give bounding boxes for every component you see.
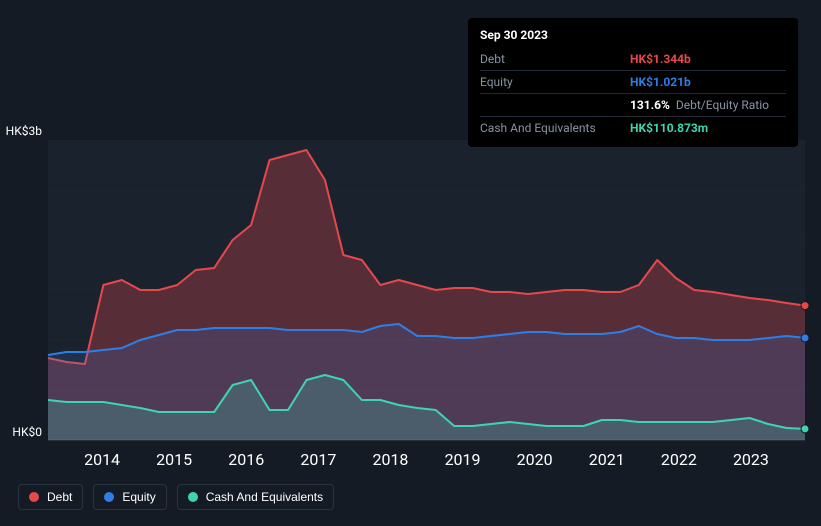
tooltip-row: EquityHK$1.021b — [480, 71, 786, 94]
tooltip-row-value: 131.6% — [630, 96, 670, 114]
legend-label: Debt — [47, 490, 72, 504]
x-axis-tick-label: 2017 — [300, 450, 336, 469]
tooltip-row-value: HK$1.344b — [630, 50, 691, 68]
legend-label: Equity — [122, 490, 155, 504]
legend-swatch — [104, 492, 114, 502]
tooltip-row-label — [480, 96, 630, 114]
tooltip-date: Sep 30 2023 — [480, 26, 786, 44]
x-axis-tick-label: 2018 — [372, 450, 408, 469]
tooltip-row-label: Debt — [480, 50, 630, 68]
legend-swatch — [188, 492, 198, 502]
x-axis-tick-label: 2015 — [156, 450, 192, 469]
series-end-marker-debt — [801, 302, 809, 310]
tooltip-row-label: Cash And Equivalents — [480, 119, 630, 137]
x-axis-tick-label: 2016 — [228, 450, 264, 469]
x-axis-tick-label: 2023 — [733, 450, 769, 469]
series-end-marker-equity — [801, 334, 809, 342]
tooltip-row-value: HK$110.873m — [630, 119, 708, 137]
chart-tooltip: Sep 30 2023 DebtHK$1.344bEquityHK$1.021b… — [468, 18, 798, 147]
legend-label: Cash And Equivalents — [206, 490, 323, 504]
tooltip-row-label: Equity — [480, 73, 630, 91]
x-axis-tick-label: 2019 — [445, 450, 481, 469]
tooltip-row: 131.6% Debt/Equity Ratio — [480, 94, 786, 117]
tooltip-row: DebtHK$1.344b — [480, 48, 786, 71]
y-axis-tick-label: HK$0 — [0, 425, 42, 439]
x-axis-tick-label: 2014 — [84, 450, 120, 469]
tooltip-row-value: HK$1.021b — [630, 73, 691, 91]
tooltip-row-extra: Debt/Equity Ratio — [676, 96, 769, 114]
legend-item-cash-and-equivalents[interactable]: Cash And Equivalents — [177, 484, 334, 510]
legend-item-equity[interactable]: Equity — [93, 484, 166, 510]
y-axis-tick-label: HK$3b — [0, 124, 42, 138]
x-axis-tick-label: 2022 — [661, 450, 697, 469]
legend-swatch — [29, 492, 39, 502]
x-axis-labels: 2014 2015 2016 2017 2018 2019 2020 2021 2022 2023 — [0, 450, 821, 470]
chart-legend: Debt Equity Cash And Equivalents — [18, 484, 334, 510]
tooltip-row: Cash And EquivalentsHK$110.873m — [480, 117, 786, 139]
x-axis-tick-label: 2020 — [517, 450, 553, 469]
x-axis-tick-label: 2021 — [589, 450, 625, 469]
legend-item-debt[interactable]: Debt — [18, 484, 83, 510]
series-end-marker-cash — [801, 425, 809, 433]
